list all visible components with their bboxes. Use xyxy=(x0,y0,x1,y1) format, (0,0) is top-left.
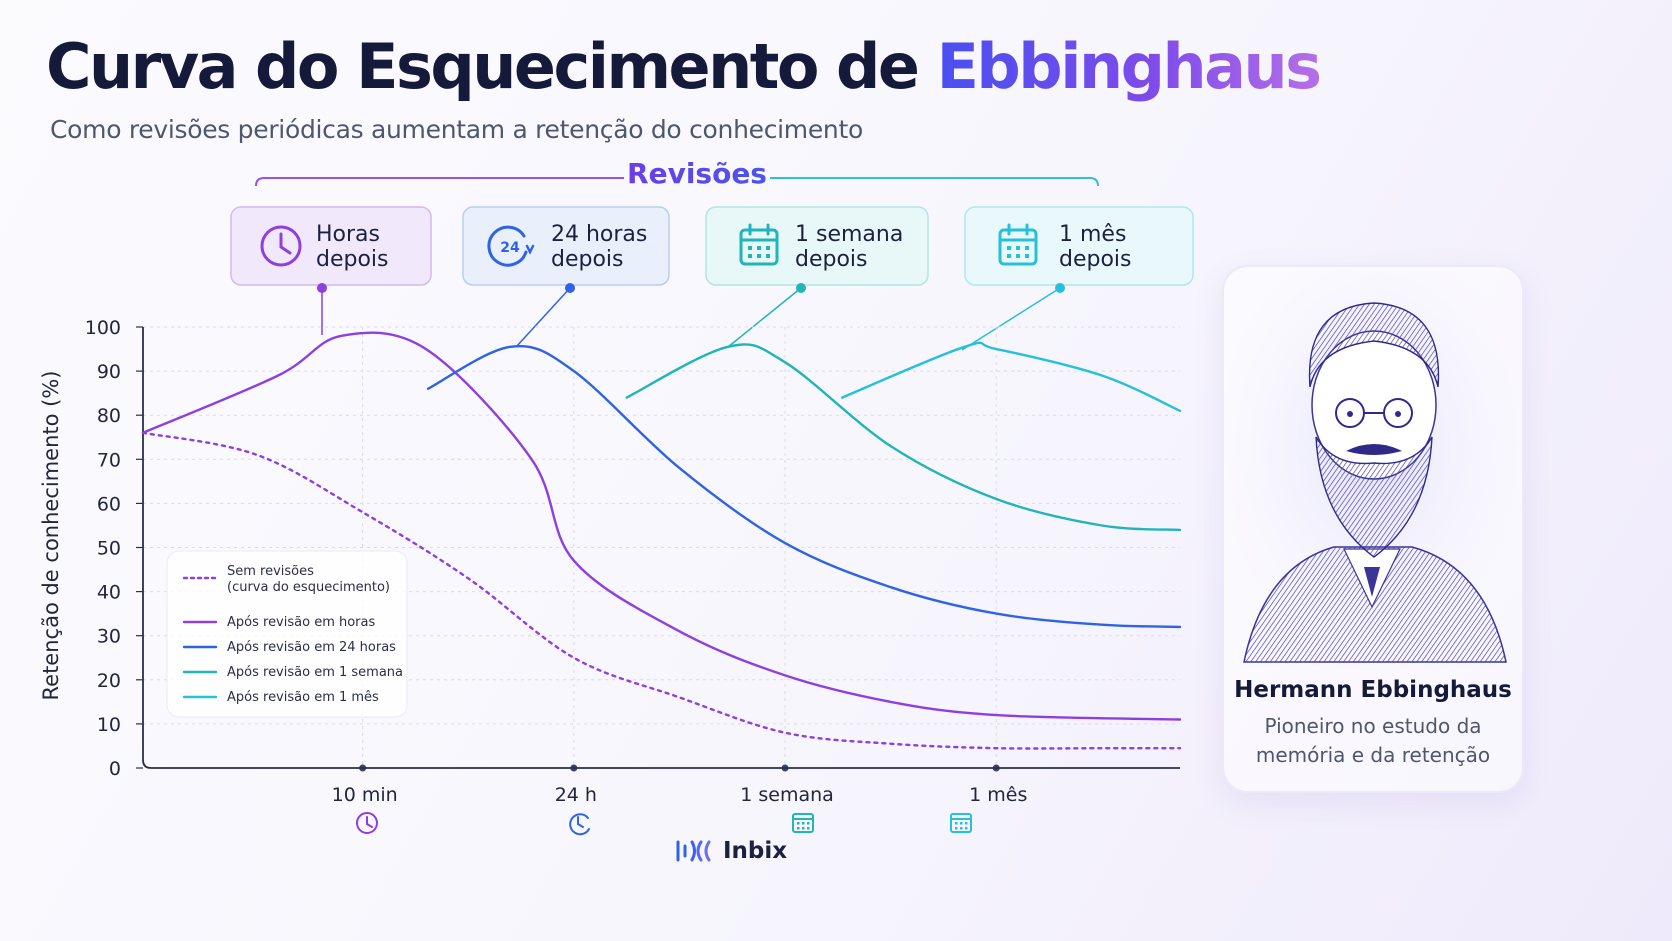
y-tick-label: 40 xyxy=(97,582,121,604)
connector-24h xyxy=(515,287,571,348)
y-tick-label: 60 xyxy=(97,493,121,515)
calendar-icon xyxy=(998,223,1038,266)
revisoes-title: Revisões xyxy=(627,157,767,190)
chart-legend: Sem revisões (curva do esquecimento) Após … xyxy=(166,550,408,718)
plot-area: 0 10 20 30 40 50 60 70 80 90 100 10 min 24 h 1 semana… xyxy=(39,317,1182,806)
calendar-icon xyxy=(739,223,779,266)
revisoes-bracket-left xyxy=(255,177,624,187)
clock-24-icon: 24 xyxy=(487,225,535,267)
y-tick-label: 30 xyxy=(97,626,121,648)
y-tick-label: 80 xyxy=(97,405,121,427)
card-mes-line2: depois xyxy=(1059,247,1132,272)
card-horas-line2: depois xyxy=(316,247,389,272)
title-main: Curva do Esquecimento de xyxy=(46,30,920,103)
chart-axes xyxy=(142,327,1180,769)
card-24h-line2: depois xyxy=(551,247,624,272)
legend-label: Após revisão em 1 semana xyxy=(227,665,403,680)
x-axis-icons xyxy=(356,812,972,836)
review-card-24h: 24 24 horas depois xyxy=(462,206,670,286)
brand-logo: Inbix xyxy=(675,838,787,864)
portrait-card: Hermann Ebbinghaus Pioneiro no estudo da… xyxy=(1222,265,1524,793)
review-card-horas: Horas depois xyxy=(230,206,432,286)
connector-semana xyxy=(727,287,802,348)
ebbinghaus-portrait xyxy=(1224,267,1522,667)
clock-icon xyxy=(356,812,378,834)
card-24h-line1: 24 horas xyxy=(551,222,647,247)
calendar-icon xyxy=(950,813,972,833)
y-tick-label: 0 xyxy=(109,758,121,780)
legend-label: Após revisão em 1 mês xyxy=(227,690,379,705)
card-semana-line2: depois xyxy=(795,247,868,272)
connector-dot-mes xyxy=(1055,283,1065,293)
portrait-name: Hermann Ebbinghaus xyxy=(1234,677,1512,703)
connector-mes xyxy=(961,287,1061,351)
y-tick-label: 20 xyxy=(97,670,121,692)
clock-icon xyxy=(260,225,302,267)
connector-dot-horas xyxy=(317,283,327,293)
clock-24-icon xyxy=(569,813,590,836)
card-mes-line1: 1 mês xyxy=(1059,222,1126,247)
connector-dot-semana xyxy=(796,283,806,293)
y-tick-label: 90 xyxy=(97,361,121,383)
legend-label: Após revisão em 24 horas xyxy=(227,640,396,655)
brand-name: Inbix xyxy=(723,838,788,864)
x-tick-label: 1 mês xyxy=(969,784,1027,806)
y-axis-label: Retenção de conhecimento (%) xyxy=(39,371,63,701)
revisoes-bracket-right xyxy=(770,177,1099,187)
title-accent: Ebbinghaus xyxy=(936,30,1322,103)
card-connectors xyxy=(317,283,1065,351)
page-title: Curva do Esquecimento de Ebbinghaus xyxy=(46,30,1322,103)
series-revisao-mes xyxy=(840,341,1182,412)
card-horas-line1: Horas xyxy=(316,222,380,247)
portrait-description: Pioneiro no estudo da memória e da reten… xyxy=(1255,714,1491,767)
y-tick-label: 100 xyxy=(85,317,121,339)
series-revisao-semana xyxy=(625,343,1182,532)
card-semana-line1: 1 semana xyxy=(795,222,903,247)
review-card-mes: 1 mês depois xyxy=(964,206,1194,286)
y-tick-label: 10 xyxy=(97,714,121,736)
page-subtitle: Como revisões periódicas aumentam a rete… xyxy=(50,115,863,144)
y-tick-label: 50 xyxy=(97,538,121,560)
review-card-semana: 1 semana depois xyxy=(705,206,929,286)
x-tick-label: 10 min xyxy=(332,784,398,806)
calendar-icon xyxy=(792,813,814,833)
series-revisao-horas xyxy=(141,331,1182,721)
legend-label: Após revisão em horas xyxy=(227,615,375,630)
x-tick-label: 1 semana xyxy=(740,784,834,806)
series-sem-revisoes xyxy=(141,431,1182,750)
inbix-logo-icon xyxy=(676,840,711,862)
x-tick-label: 24 h xyxy=(555,784,597,806)
y-tick-label: 70 xyxy=(97,449,121,471)
connector-dot-24h xyxy=(565,283,575,293)
clock-24-text: 24 xyxy=(500,240,520,256)
legend-label: Sem revisões (curva do esquecimento) xyxy=(227,564,390,595)
series-revisao-24h xyxy=(426,345,1182,629)
